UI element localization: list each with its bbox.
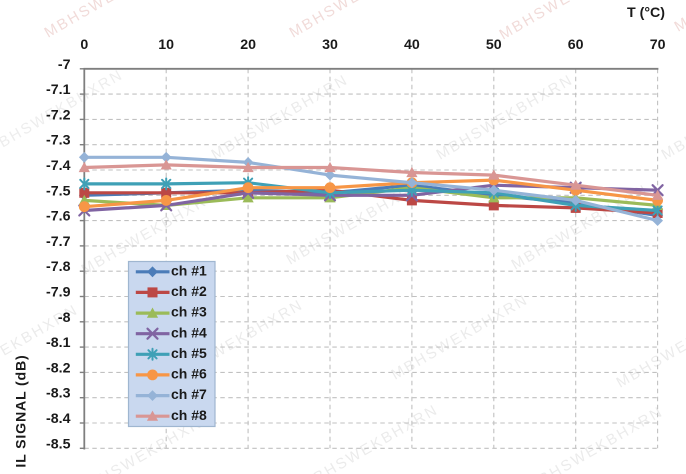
svg-text:ch #6: ch #6	[171, 366, 207, 382]
svg-text:50: 50	[486, 37, 502, 53]
svg-text:-7.9: -7.9	[46, 285, 71, 301]
svg-text:MBHSWEKBHXRN: MBHSWEKBHXRN	[299, 401, 442, 474]
svg-text:60: 60	[568, 37, 584, 53]
svg-text:-8.5: -8.5	[46, 436, 71, 452]
svg-text:ch #7: ch #7	[171, 386, 207, 402]
svg-text:MBHSWEKBHXRN: MBHSWEKBHXRN	[389, 291, 532, 383]
svg-text:MBHSWEKBHXRN: MBHSWEKBHXRN	[434, 71, 577, 163]
svg-text:-8.1: -8.1	[46, 335, 71, 351]
svg-text:40: 40	[404, 37, 420, 53]
svg-text:ch #4: ch #4	[171, 324, 207, 340]
svg-text:-8.3: -8.3	[46, 386, 71, 402]
svg-text:70: 70	[650, 37, 666, 53]
svg-text:20: 20	[240, 37, 256, 53]
svg-text:MBHSWEKBHXRN: MBHSWEKBHXRN	[659, 71, 686, 163]
svg-text:-7.1: -7.1	[46, 82, 71, 98]
svg-text:MBHSWEKBHXRN: MBHSWEKBHXRN	[42, 0, 185, 41]
svg-text:-8: -8	[58, 310, 71, 326]
svg-text:ch #1: ch #1	[171, 262, 207, 278]
svg-text:10: 10	[158, 37, 174, 53]
svg-text:ch #2: ch #2	[171, 283, 207, 299]
svg-text:IL SIGNAL (dB): IL SIGNAL (dB)	[14, 354, 30, 467]
svg-text:ch #3: ch #3	[171, 304, 207, 320]
svg-text:-7.6: -7.6	[46, 209, 71, 225]
svg-text:-7.8: -7.8	[46, 259, 71, 275]
svg-text:MBHSWEKBHXRN: MBHSWEKBHXRN	[614, 299, 686, 391]
svg-text:ch #5: ch #5	[171, 345, 207, 361]
svg-text:MBHSWEKBHXRN: MBHSWEKBHXRN	[524, 403, 667, 474]
svg-text:ch #8: ch #8	[171, 407, 207, 423]
svg-text:MBHSWEKBHXRN: MBHSWEKBHXRN	[287, 0, 430, 41]
svg-text:-7.7: -7.7	[46, 234, 71, 250]
svg-text:T (°C): T (°C)	[627, 5, 665, 21]
svg-text:30: 30	[322, 37, 338, 53]
svg-text:-7.2: -7.2	[46, 107, 71, 123]
svg-text:-7: -7	[58, 57, 71, 73]
svg-text:0: 0	[80, 37, 88, 53]
svg-text:-7.3: -7.3	[46, 133, 71, 149]
svg-text:-7.5: -7.5	[46, 183, 71, 199]
svg-text:-8.4: -8.4	[46, 411, 71, 427]
svg-text:-7.4: -7.4	[46, 158, 71, 174]
svg-text:-8.2: -8.2	[46, 360, 71, 376]
svg-text:MBHSWEKBHXRN: MBHSWEKBHXRN	[672, 0, 686, 35]
